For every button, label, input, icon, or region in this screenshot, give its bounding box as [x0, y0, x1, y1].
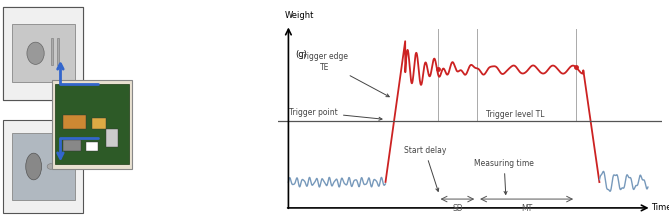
- Text: Trigger edge
TE: Trigger edge TE: [300, 52, 389, 97]
- Text: Measuring time: Measuring time: [474, 159, 534, 194]
- Text: Trigger point: Trigger point: [289, 108, 382, 120]
- Text: SD: SD: [452, 204, 463, 213]
- Ellipse shape: [47, 164, 54, 169]
- Bar: [52, 80, 132, 169]
- Text: Start delay: Start delay: [404, 146, 446, 191]
- Text: Weight: Weight: [285, 11, 314, 20]
- Bar: [86, 142, 98, 151]
- Bar: [3, 120, 84, 213]
- Bar: [11, 133, 75, 200]
- Bar: [3, 7, 84, 100]
- Bar: [64, 115, 86, 129]
- Ellipse shape: [54, 164, 62, 169]
- Bar: [92, 118, 106, 129]
- Bar: [57, 38, 60, 65]
- Bar: [11, 24, 75, 82]
- Ellipse shape: [25, 153, 41, 180]
- Text: MT: MT: [521, 204, 533, 213]
- Bar: [55, 84, 130, 164]
- Text: (g): (g): [296, 50, 308, 59]
- Bar: [64, 140, 80, 151]
- Bar: [51, 38, 53, 65]
- Text: Time: Time: [652, 203, 669, 212]
- Bar: [106, 129, 118, 147]
- Text: Trigger level TL: Trigger level TL: [486, 110, 545, 119]
- Bar: [3, 7, 84, 100]
- Ellipse shape: [27, 42, 44, 64]
